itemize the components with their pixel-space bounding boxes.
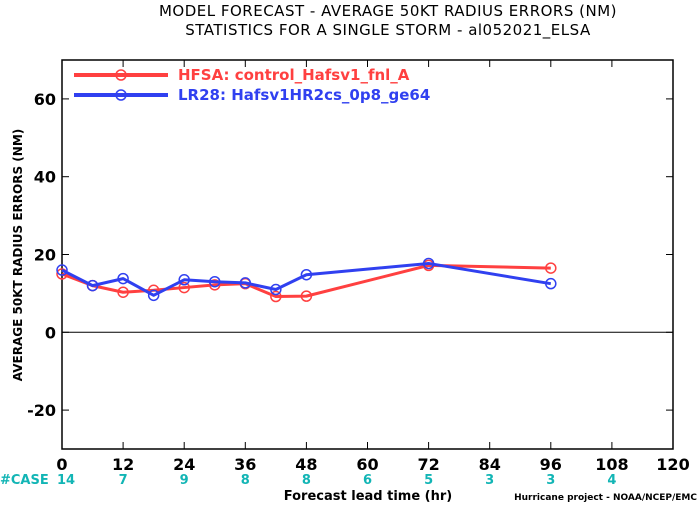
x-tick-label: 36 (234, 455, 256, 474)
case-count: 8 (241, 473, 250, 488)
chart-title-line1: MODEL FORECAST - AVERAGE 50KT RADIUS ERR… (159, 2, 617, 20)
case-counts: #CASE 14 7 9 8 8 6 5 3 3 4 (0, 473, 616, 488)
x-tick-label: 120 (656, 455, 689, 474)
case-count: 6 (363, 473, 372, 488)
x-tick-label: 60 (356, 455, 378, 474)
data-point-series-2 (239, 277, 252, 289)
data-point-series-2 (422, 257, 435, 270)
x-ticks: 0 12 24 36 48 60 72 84 96 108 120 (56, 60, 690, 474)
legend-label-1: HFSA: control_Hafsv1_fnl_A (178, 66, 410, 84)
y-tick-label: 0 (45, 323, 56, 342)
data-point-series-1 (117, 286, 129, 298)
case-count: 7 (119, 473, 128, 488)
case-count: 3 (546, 473, 555, 488)
y-tick-label: 60 (34, 90, 56, 109)
series-line-2 (61, 261, 552, 297)
x-tick-label: 96 (540, 455, 562, 474)
case-label: #CASE (0, 473, 49, 488)
x-axis-label: Forecast lead time (hr) (284, 489, 452, 504)
data-point-series-2 (178, 274, 190, 286)
x-tick-label: 48 (295, 455, 317, 474)
y-axis-label: AVERAGE 50KT RADIUS ERRORS (NM) (11, 129, 25, 381)
legend-marker-2 (115, 89, 127, 101)
case-count: 8 (302, 473, 311, 488)
data-point-series-2 (86, 279, 99, 292)
data-point-series-2 (56, 264, 68, 276)
y-tick-label: -20 (27, 401, 56, 420)
data-point-series-1 (209, 279, 221, 291)
x-tick-label: 84 (479, 455, 501, 474)
x-tick-label: 12 (112, 455, 134, 474)
x-tick-label: 72 (417, 455, 439, 474)
legend-label-2: LR28: Hafsv1HR2cs_0p8_ge64 (178, 86, 430, 104)
legend-marker-1 (115, 69, 127, 81)
data-point-series-2 (300, 268, 313, 281)
data-point-series-2 (270, 283, 282, 296)
plot-area (61, 59, 674, 450)
chart-title-line2: STATISTICS FOR A SINGLE STORM - al052021… (185, 21, 591, 40)
data-point-series-1 (270, 290, 282, 303)
data-point-series-2 (117, 272, 129, 285)
data-point-series-2 (147, 289, 160, 302)
data-point-series-1 (178, 281, 190, 294)
y-tick-label: 20 (34, 246, 56, 265)
legend: HFSA: control_Hafsv1_fnl_A LR28: Hafsv1HR… (74, 66, 430, 104)
x-tick-label: 108 (595, 455, 628, 474)
credit-text: Hurricane project - NOAA/NCEP/EMC (514, 493, 697, 503)
data-point-series-2 (545, 277, 557, 290)
data-point-series-1 (300, 290, 313, 302)
x-tick-label: 24 (173, 455, 195, 474)
case-count: 5 (424, 473, 433, 488)
x-tick-label: 0 (56, 455, 67, 474)
series-layer (56, 257, 557, 303)
case-count: 4 (607, 473, 616, 488)
data-point-series-2 (209, 275, 221, 288)
case-count: 3 (485, 473, 494, 488)
case-count: 9 (180, 473, 189, 488)
y-ticks: -20 0 20 40 60 (27, 90, 673, 420)
y-tick-label: 40 (34, 168, 56, 187)
series-line-1 (61, 263, 551, 299)
case-count: 14 (57, 473, 75, 488)
data-point-series-1 (545, 262, 557, 274)
